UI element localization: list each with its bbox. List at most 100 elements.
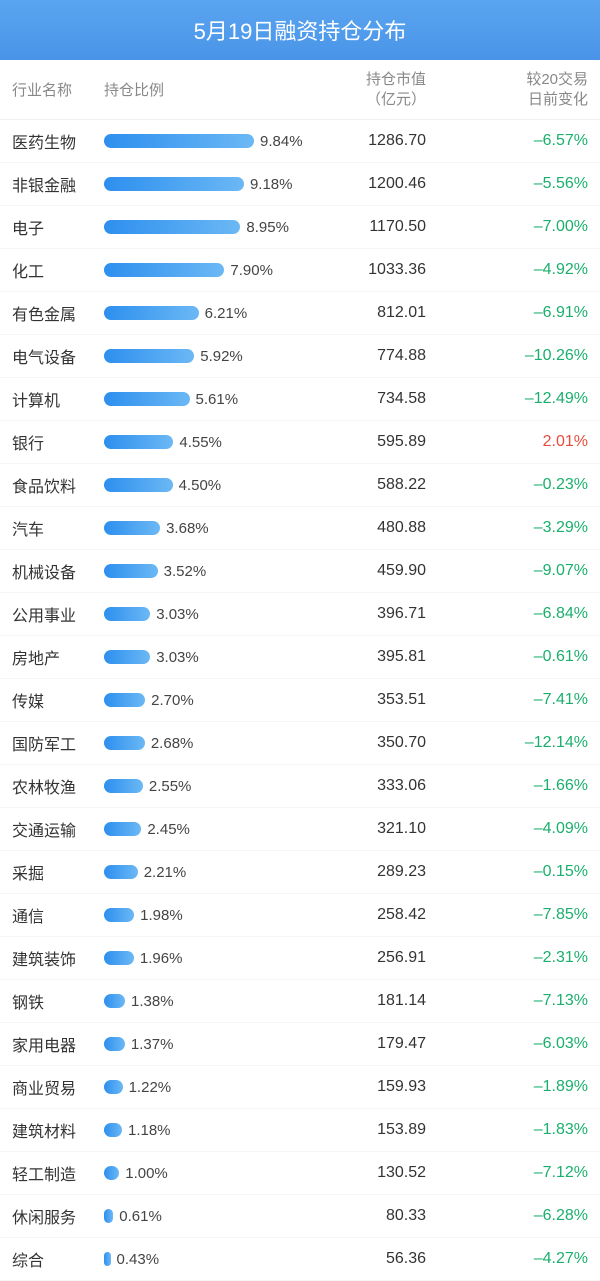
ratio-bar xyxy=(104,306,199,320)
market-value: 734.58 xyxy=(314,390,434,408)
ratio-bar-cell: 3.03% xyxy=(104,649,314,666)
industry-name: 商业贸易 xyxy=(12,1075,104,1099)
ratio-bar xyxy=(104,392,190,406)
market-value: 179.47 xyxy=(314,1035,434,1053)
market-value: 256.91 xyxy=(314,949,434,967)
table-row: 电气设备5.92%774.88–10.26% xyxy=(0,335,600,378)
table-row: 建筑材料1.18%153.89–1.83% xyxy=(0,1109,600,1152)
ratio-bar xyxy=(104,1166,119,1180)
market-value: 130.52 xyxy=(314,1164,434,1182)
ratio-bar-cell: 0.43% xyxy=(104,1251,314,1268)
change-value: –7.12% xyxy=(434,1164,588,1182)
ratio-bar-cell: 4.55% xyxy=(104,434,314,451)
ratio-bar xyxy=(104,1037,125,1051)
change-value: –10.26% xyxy=(434,347,588,365)
change-value: –2.31% xyxy=(434,949,588,967)
market-value: 1200.46 xyxy=(314,175,434,193)
header-value: 持仓市值 （亿元） xyxy=(314,70,434,109)
ratio-bar-cell: 3.52% xyxy=(104,563,314,580)
ratio-bar xyxy=(104,263,224,277)
ratio-bar xyxy=(104,607,150,621)
change-value: –1.89% xyxy=(434,1078,588,1096)
table-row: 房地产3.03%395.81–0.61% xyxy=(0,636,600,679)
ratio-bar-cell: 5.92% xyxy=(104,348,314,365)
chart-title: 5月19日融资持仓分布 xyxy=(0,0,600,60)
ratio-label: 1.00% xyxy=(125,1165,168,1182)
ratio-bar xyxy=(104,134,254,148)
table-row: 传媒2.70%353.51–7.41% xyxy=(0,679,600,722)
industry-name: 轻工制造 xyxy=(12,1161,104,1185)
market-value: 812.01 xyxy=(314,304,434,322)
ratio-label: 4.55% xyxy=(179,434,222,451)
change-value: –7.85% xyxy=(434,906,588,924)
industry-name: 休闲服务 xyxy=(12,1204,104,1228)
ratio-bar-cell: 8.95% xyxy=(104,219,314,236)
ratio-label: 0.43% xyxy=(117,1251,160,1268)
table-row: 采掘2.21%289.23–0.15% xyxy=(0,851,600,894)
market-value: 396.71 xyxy=(314,605,434,623)
ratio-bar xyxy=(104,478,173,492)
table-row: 交通运输2.45%321.10–4.09% xyxy=(0,808,600,851)
ratio-bar-cell: 1.96% xyxy=(104,950,314,967)
ratio-bar-cell: 2.45% xyxy=(104,821,314,838)
table-row: 电子8.95%1170.50–7.00% xyxy=(0,206,600,249)
change-value: –0.23% xyxy=(434,476,588,494)
market-value: 353.51 xyxy=(314,691,434,709)
ratio-bar xyxy=(104,650,150,664)
change-value: –6.91% xyxy=(434,304,588,322)
change-value: –6.84% xyxy=(434,605,588,623)
industry-name: 非银金融 xyxy=(12,172,104,196)
ratio-bar xyxy=(104,521,160,535)
holdings-table: 行业名称 持仓比例 持仓市值 （亿元） 较20交易 日前变化 医药生物9.84%… xyxy=(0,60,600,1281)
change-value: –3.29% xyxy=(434,519,588,537)
ratio-bar-cell: 1.18% xyxy=(104,1122,314,1139)
table-row: 国防军工2.68%350.70–12.14% xyxy=(0,722,600,765)
market-value: 159.93 xyxy=(314,1078,434,1096)
table-row: 汽车3.68%480.88–3.29% xyxy=(0,507,600,550)
market-value: 80.33 xyxy=(314,1207,434,1225)
ratio-bar-cell: 1.37% xyxy=(104,1036,314,1053)
industry-name: 公用事业 xyxy=(12,602,104,626)
change-value: –5.56% xyxy=(434,175,588,193)
table-row: 休闲服务0.61%80.33–6.28% xyxy=(0,1195,600,1238)
table-row: 综合0.43%56.36–4.27% xyxy=(0,1238,600,1281)
market-value: 153.89 xyxy=(314,1121,434,1139)
change-value: –7.13% xyxy=(434,992,588,1010)
market-value: 1033.36 xyxy=(314,261,434,279)
ratio-label: 2.70% xyxy=(151,692,194,709)
ratio-label: 1.38% xyxy=(131,993,174,1010)
market-value: 588.22 xyxy=(314,476,434,494)
header-ratio: 持仓比例 xyxy=(104,79,314,100)
market-value: 258.42 xyxy=(314,906,434,924)
industry-name: 化工 xyxy=(12,258,104,282)
header-name: 行业名称 xyxy=(12,79,104,100)
ratio-bar-cell: 2.68% xyxy=(104,735,314,752)
ratio-bar xyxy=(104,1209,113,1223)
change-value: –6.28% xyxy=(434,1207,588,1225)
change-value: –0.61% xyxy=(434,648,588,666)
ratio-bar xyxy=(104,220,240,234)
ratio-label: 1.37% xyxy=(131,1036,174,1053)
industry-name: 国防军工 xyxy=(12,731,104,755)
market-value: 774.88 xyxy=(314,347,434,365)
ratio-bar xyxy=(104,908,134,922)
table-row: 家用电器1.37%179.47–6.03% xyxy=(0,1023,600,1066)
ratio-label: 6.21% xyxy=(205,305,248,322)
ratio-label: 2.68% xyxy=(151,735,194,752)
industry-name: 汽车 xyxy=(12,516,104,540)
table-row: 有色金属6.21%812.01–6.91% xyxy=(0,292,600,335)
ratio-bar-cell: 3.68% xyxy=(104,520,314,537)
ratio-bar xyxy=(104,779,143,793)
ratio-bar-cell: 9.18% xyxy=(104,176,314,193)
market-value: 595.89 xyxy=(314,433,434,451)
industry-name: 交通运输 xyxy=(12,817,104,841)
table-row: 轻工制造 1.00% 130.52–7.12% xyxy=(0,1152,600,1195)
ratio-label: 1.98% xyxy=(140,907,183,924)
market-value: 350.70 xyxy=(314,734,434,752)
table-row: 建筑装饰 1.96% 256.91–2.31% xyxy=(0,937,600,980)
ratio-label: 9.18% xyxy=(250,176,293,193)
industry-name: 建筑装饰 xyxy=(12,946,104,970)
ratio-label: 1.96% xyxy=(140,950,183,967)
industry-name: 建筑材料 xyxy=(12,1118,104,1142)
market-value: 480.88 xyxy=(314,519,434,537)
